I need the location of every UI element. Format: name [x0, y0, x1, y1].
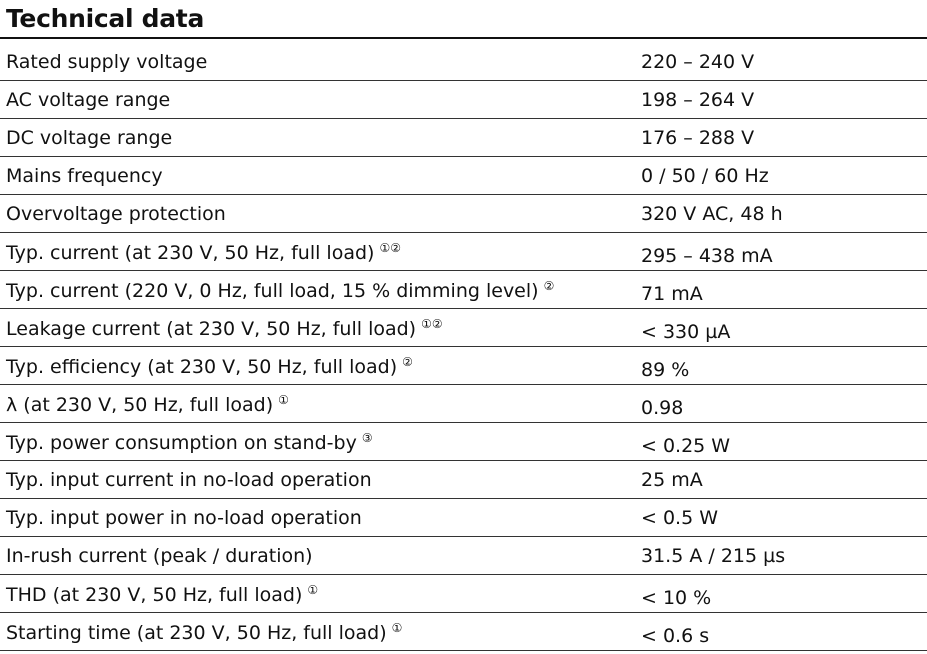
- row-label-cell: Typ. current (at 230 V, 50 Hz, full load…: [6, 241, 401, 264]
- row-label: Overvoltage protection: [6, 203, 226, 225]
- title: Technical data: [6, 4, 205, 33]
- table-row: In-rush current (peak / duration) 31.5 A …: [0, 537, 927, 575]
- row-value: < 330 µA: [641, 321, 731, 343]
- table-row: Typ. efficiency (at 230 V, 50 Hz, full l…: [0, 347, 927, 385]
- row-label: Rated supply voltage: [6, 51, 208, 73]
- row-value: < 0.6 s: [641, 625, 710, 647]
- row-value: 31.5 A / 215 µs: [641, 545, 786, 567]
- row-label-cell: In-rush current (peak / duration): [6, 545, 313, 567]
- table: Rated supply voltage 220 – 240 V AC voltag…: [0, 43, 927, 651]
- row-label-cell: THD (at 230 V, 50 Hz, full load) ①: [6, 583, 318, 606]
- row-value: < 0.25 W: [641, 435, 731, 457]
- row-label: Starting time (at 230 V, 50 Hz, full loa…: [6, 622, 387, 644]
- row-label: AC voltage range: [6, 89, 171, 111]
- table-row: λ (at 230 V, 50 Hz, full load) ① 0.98: [0, 385, 927, 423]
- row-label-cell: λ (at 230 V, 50 Hz, full load) ①: [6, 393, 289, 416]
- row-value: 198 – 264 V: [641, 89, 755, 111]
- row-label: λ (at 230 V, 50 Hz, full load): [6, 394, 274, 416]
- row-label-cell: Mains frequency: [6, 165, 163, 187]
- row-label: Mains frequency: [6, 165, 163, 187]
- row-label-cell: Overvoltage protection: [6, 203, 226, 225]
- table-row: Typ. current (at 230 V, 50 Hz, full load…: [0, 233, 927, 271]
- row-label: THD (at 230 V, 50 Hz, full load): [6, 584, 303, 606]
- title-rule: [0, 37, 927, 39]
- table-row: THD (at 230 V, 50 Hz, full load) ① < 10 %: [0, 575, 927, 613]
- row-label-cell: Typ. input power in no-load operation: [6, 507, 362, 529]
- row-label: Typ. power consumption on stand-by: [6, 432, 357, 454]
- footnote-marker: ①: [278, 393, 289, 407]
- table-row: Starting time (at 230 V, 50 Hz, full loa…: [0, 613, 927, 651]
- row-label-cell: AC voltage range: [6, 89, 170, 111]
- table-row: Leakage current (at 230 V, 50 Hz, full l…: [0, 309, 927, 347]
- row-label-cell: DC voltage range: [6, 127, 172, 149]
- footnote-marker: ①②: [379, 241, 401, 255]
- footnote-marker: ②: [543, 279, 555, 293]
- row-label: Typ. input power in no-load operation: [6, 507, 362, 529]
- table-row: Typ. input current in no-load operation 2…: [0, 461, 927, 499]
- row-value: 176 – 288 V: [641, 127, 755, 149]
- row-label-cell: Starting time (at 230 V, 50 Hz, full loa…: [6, 621, 402, 644]
- row-value: 220 – 240 V: [641, 51, 755, 73]
- row-label-cell: Typ. input current in no-load operation: [6, 469, 372, 491]
- row-value: 71 mA: [641, 283, 703, 305]
- row-value: 25 mA: [641, 469, 703, 491]
- row-label-cell: Rated supply voltage: [6, 51, 207, 73]
- row-label: In-rush current (peak / duration): [6, 545, 313, 567]
- row-label-cell: Typ. efficiency (at 230 V, 50 Hz, full l…: [6, 355, 413, 378]
- row-value: < 10 %: [641, 587, 712, 609]
- footnote-marker: ③: [361, 431, 373, 445]
- row-label: Leakage current (at 230 V, 50 Hz, full l…: [6, 318, 417, 340]
- row-label: Typ. input current in no-load operation: [6, 469, 372, 491]
- row-value: 0 / 50 / 60 Hz: [641, 165, 769, 187]
- table-row: Typ. input power in no-load operation < 0…: [0, 499, 927, 537]
- row-label-cell: Leakage current (at 230 V, 50 Hz, full l…: [6, 317, 443, 340]
- row-value: 89 %: [641, 359, 690, 381]
- footnote-marker: ①②: [421, 317, 443, 331]
- row-value: 0.98: [641, 397, 684, 419]
- table-row: Rated supply voltage 220 – 240 V: [0, 43, 927, 81]
- row-label-cell: Typ. current (220 V, 0 Hz, full load, 15…: [6, 279, 554, 302]
- row-label: DC voltage range: [6, 127, 173, 149]
- table-row: AC voltage range 198 – 264 V: [0, 81, 927, 119]
- row-label: Typ. current (at 230 V, 50 Hz, full load…: [6, 242, 375, 264]
- footnote-marker: ②: [402, 355, 413, 369]
- row-label: Typ. current (220 V, 0 Hz, full load, 15…: [6, 280, 539, 302]
- row-label: Typ. efficiency (at 230 V, 50 Hz, full l…: [6, 356, 398, 378]
- row-value: 295 – 438 mA: [641, 245, 773, 267]
- table-row: Mains frequency 0 / 50 / 60 Hz: [0, 157, 927, 195]
- footnote-marker: ①: [391, 621, 403, 635]
- table-row: Overvoltage protection 320 V AC, 48 h: [0, 195, 927, 233]
- table-row: DC voltage range 176 – 288 V: [0, 119, 927, 157]
- row-value: 320 V AC, 48 h: [641, 203, 783, 225]
- row-value: < 0.5 W: [641, 507, 719, 529]
- table-row: Typ. current (220 V, 0 Hz, full load, 15…: [0, 271, 927, 309]
- row-label-cell: Typ. power consumption on stand-by ③: [6, 431, 373, 454]
- table-row: Typ. power consumption on stand-by ③ < 0.2…: [0, 423, 927, 461]
- footnote-marker: ①: [307, 583, 319, 597]
